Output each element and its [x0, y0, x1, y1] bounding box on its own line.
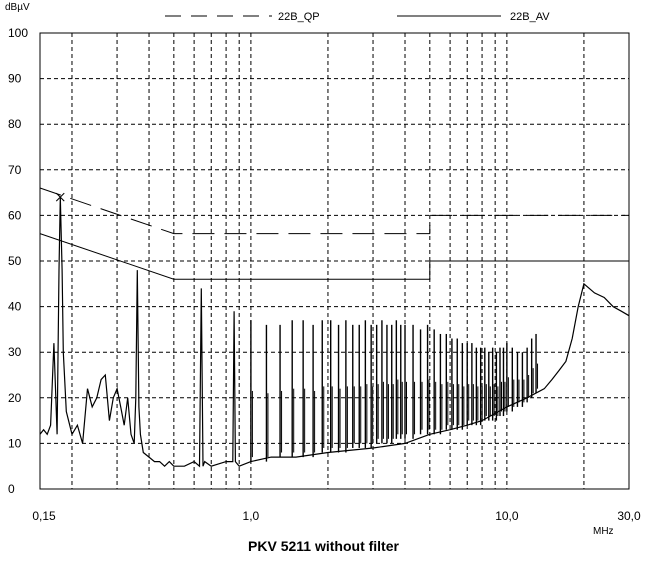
y-tick-label: 90	[8, 72, 22, 86]
y-tick-label: 70	[8, 163, 22, 177]
y-tick-label: 100	[8, 26, 28, 40]
legend: 22B_QP 22B_AV	[165, 11, 550, 23]
y-tick-label: 10	[8, 436, 22, 450]
x-axis-label: MHz	[593, 526, 614, 537]
y-tick-label: 50	[8, 254, 22, 268]
y-tick-label: 0	[8, 482, 15, 496]
peak-marker	[55, 192, 65, 202]
limit-line-22b-av	[39, 233, 629, 280]
x-tick-label: 10,0	[495, 509, 519, 523]
y-tick-label: 30	[8, 345, 22, 359]
limit-line-22b-qp	[39, 187, 629, 235]
y-tick-label: 40	[8, 300, 22, 314]
x-tick-label: 0,15	[32, 509, 56, 523]
x-tick-label: 30,0	[617, 509, 641, 523]
measurement-series	[39, 192, 630, 468]
chart-grid	[40, 33, 629, 489]
y-axis-label: dBµV	[5, 2, 30, 13]
y-tick-label: 60	[8, 208, 22, 222]
y-tick-label: 80	[8, 117, 22, 131]
legend-label-qp: 22B_QP	[278, 11, 320, 23]
y-tick-label: 20	[8, 391, 22, 405]
x-tick-label: 1,0	[243, 509, 260, 523]
chart-caption: PKV 5211 without filter	[248, 538, 399, 554]
limit-lines	[39, 187, 629, 280]
emi-spectrum-chart: 0 10 20 30 40 50 60 70 80 90 100 0,15 1,0 10,0 30,0 22…	[5, 2, 641, 537]
tick-labels: 0 10 20 30 40 50 60 70 80 90 100 0,15 1,0 10,0 30,0	[8, 26, 641, 523]
legend-label-av: 22B_AV	[510, 11, 550, 23]
measurement-envelope	[39, 197, 630, 468]
